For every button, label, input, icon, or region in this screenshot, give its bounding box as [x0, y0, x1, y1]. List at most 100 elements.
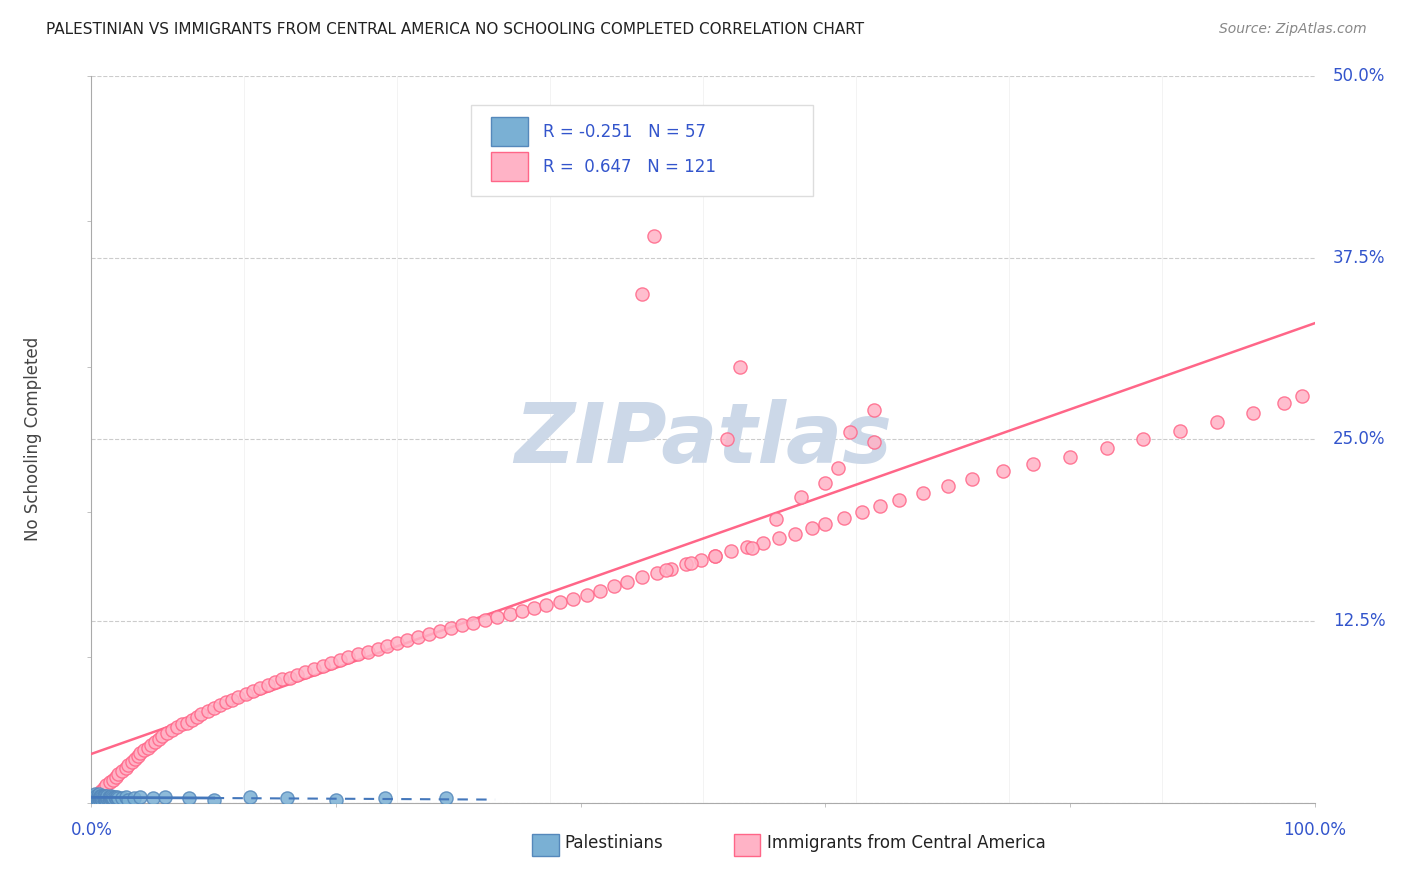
Point: [111, 764, 134, 778]
Point: [869, 499, 891, 513]
Point: [486, 609, 509, 624]
Point: [679, 556, 702, 570]
Point: [278, 671, 301, 685]
Point: [96, 789, 118, 803]
Point: [562, 592, 585, 607]
Point: [176, 715, 198, 730]
Point: [202, 701, 225, 715]
Point: [239, 789, 262, 804]
Point: [89, 793, 111, 807]
FancyBboxPatch shape: [531, 834, 558, 855]
Point: [1205, 415, 1227, 429]
Point: [90, 789, 112, 804]
Point: [643, 228, 665, 243]
Point: [321, 657, 343, 671]
Point: [668, 170, 690, 185]
Point: [235, 687, 257, 701]
Point: [271, 672, 294, 686]
Point: [132, 743, 155, 757]
Point: [97, 789, 120, 804]
Point: [186, 710, 208, 724]
Point: [84, 791, 107, 805]
Point: [1168, 424, 1191, 438]
Point: [117, 793, 139, 807]
Text: R = -0.251   N = 57: R = -0.251 N = 57: [543, 123, 706, 141]
Point: [84, 789, 107, 804]
Point: [752, 535, 775, 549]
Point: [434, 791, 457, 805]
Point: [814, 475, 837, 490]
Point: [294, 665, 316, 679]
Point: [474, 613, 496, 627]
Point: [827, 461, 849, 475]
Point: [832, 511, 855, 525]
Point: [1059, 450, 1081, 464]
FancyBboxPatch shape: [471, 105, 813, 195]
Point: [1291, 389, 1313, 403]
Point: [783, 526, 806, 541]
Point: [82, 789, 104, 804]
Point: [1132, 432, 1154, 446]
Point: [94, 793, 117, 807]
Point: [122, 791, 145, 805]
Point: [83, 789, 105, 803]
Point: [720, 544, 742, 558]
Point: [107, 766, 129, 780]
Point: [616, 574, 638, 589]
Point: [180, 713, 202, 727]
Point: [936, 479, 959, 493]
Point: [114, 789, 136, 804]
Point: [960, 472, 983, 486]
Point: [148, 731, 170, 746]
Point: [790, 491, 813, 505]
Point: [675, 558, 697, 572]
Point: [451, 618, 474, 632]
Point: [121, 755, 143, 769]
Point: [367, 641, 389, 656]
Point: [94, 791, 117, 805]
Point: [98, 789, 121, 804]
Point: [704, 549, 727, 563]
Point: [197, 704, 219, 718]
Point: [94, 789, 117, 803]
Point: [689, 553, 711, 567]
Point: [114, 761, 136, 775]
Point: [249, 681, 271, 695]
Point: [778, 156, 800, 170]
Point: [87, 789, 110, 804]
Point: [93, 791, 115, 805]
Point: [100, 789, 122, 803]
Point: [912, 486, 935, 500]
Point: [838, 425, 860, 439]
Text: PALESTINIAN VS IMMIGRANTS FROM CENTRAL AMERICA NO SCHOOLING COMPLETED CORRELATIO: PALESTINIAN VS IMMIGRANTS FROM CENTRAL A…: [46, 22, 865, 37]
Text: 100.0%: 100.0%: [1284, 821, 1346, 839]
Point: [156, 726, 179, 740]
Point: [83, 791, 105, 805]
Point: [103, 772, 125, 787]
Point: [127, 749, 149, 764]
Point: [98, 775, 121, 789]
Point: [87, 787, 110, 801]
Point: [111, 791, 134, 805]
Point: [104, 789, 127, 804]
Text: Immigrants from Central America: Immigrants from Central America: [766, 834, 1045, 852]
Point: [104, 770, 127, 784]
Text: R =  0.647   N = 121: R = 0.647 N = 121: [543, 158, 716, 176]
Point: [129, 747, 152, 761]
Point: [105, 789, 128, 804]
Point: [226, 690, 249, 704]
Point: [1272, 396, 1295, 410]
Point: [863, 403, 886, 417]
Point: [84, 789, 107, 804]
Text: Source: ZipAtlas.com: Source: ZipAtlas.com: [1219, 22, 1367, 37]
Text: 25.0%: 25.0%: [1333, 430, 1385, 449]
Point: [374, 791, 396, 805]
Point: [93, 789, 115, 804]
Point: [302, 662, 325, 676]
Point: [887, 493, 910, 508]
Point: [96, 791, 118, 805]
FancyBboxPatch shape: [491, 153, 529, 181]
Point: [98, 793, 121, 807]
Point: [735, 540, 758, 554]
Text: 50.0%: 50.0%: [1333, 67, 1385, 85]
